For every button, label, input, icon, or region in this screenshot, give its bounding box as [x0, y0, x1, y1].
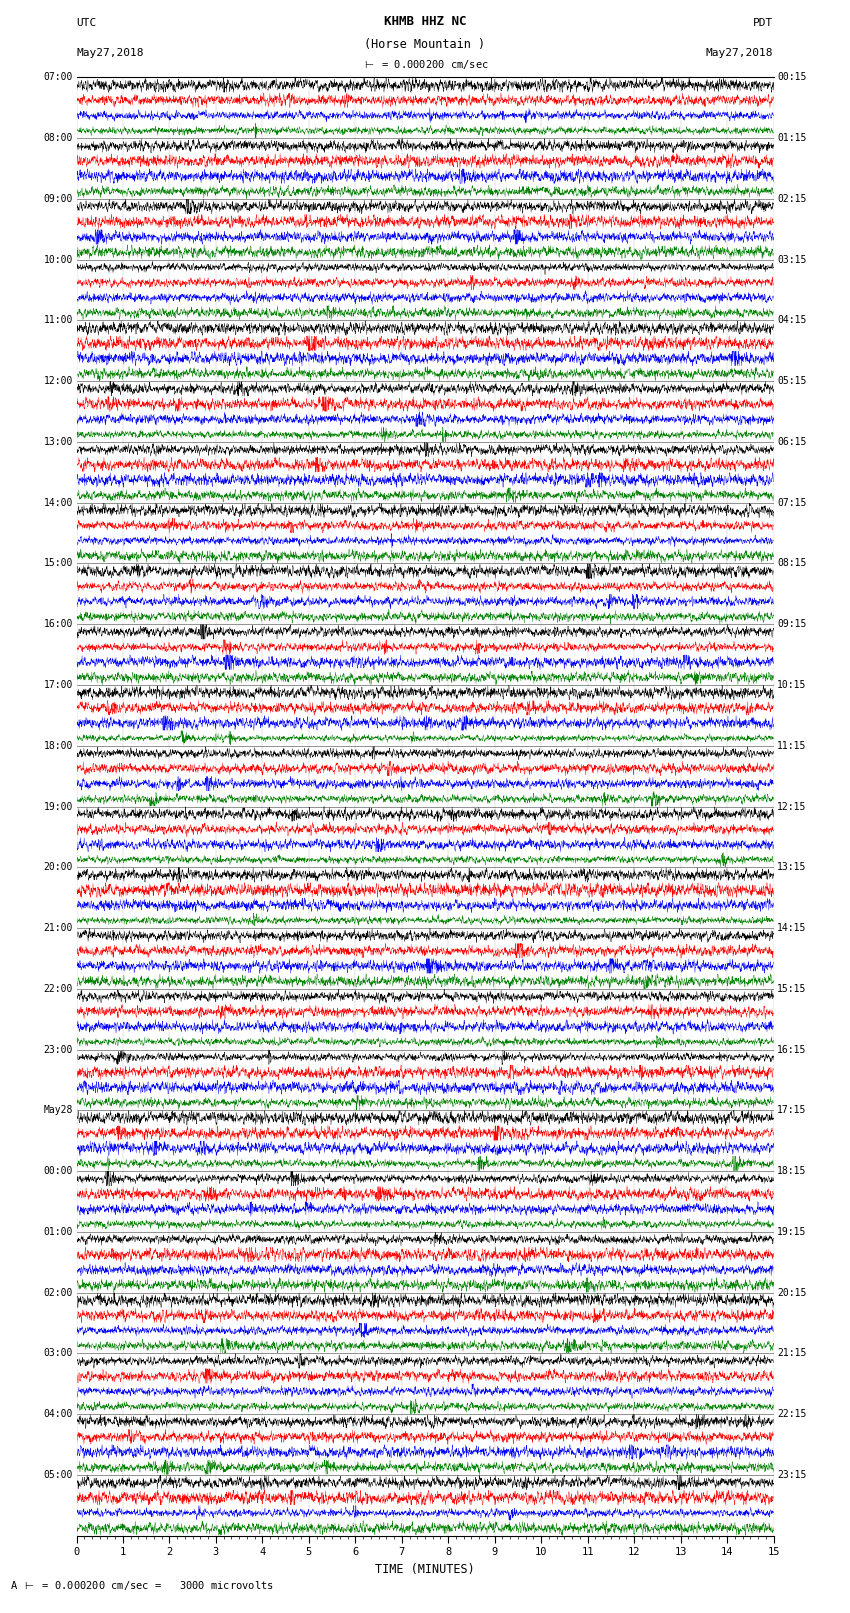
Text: 11:00: 11:00 [43, 316, 73, 326]
X-axis label: TIME (MINUTES): TIME (MINUTES) [375, 1563, 475, 1576]
Text: 16:15: 16:15 [777, 1045, 807, 1055]
Text: 00:00: 00:00 [43, 1166, 73, 1176]
Text: 08:15: 08:15 [777, 558, 807, 568]
Text: 05:00: 05:00 [43, 1469, 73, 1479]
Text: 02:15: 02:15 [777, 194, 807, 203]
Text: 07:15: 07:15 [777, 498, 807, 508]
Text: UTC: UTC [76, 18, 97, 27]
Text: 04:15: 04:15 [777, 316, 807, 326]
Text: 14:00: 14:00 [43, 498, 73, 508]
Text: 09:00: 09:00 [43, 194, 73, 203]
Text: 19:15: 19:15 [777, 1227, 807, 1237]
Text: 17:00: 17:00 [43, 681, 73, 690]
Text: 09:15: 09:15 [777, 619, 807, 629]
Text: 18:00: 18:00 [43, 740, 73, 750]
Text: 01:15: 01:15 [777, 134, 807, 144]
Text: 20:15: 20:15 [777, 1287, 807, 1297]
Text: 15:15: 15:15 [777, 984, 807, 994]
Text: $\vdash$ = 0.000200 cm/sec: $\vdash$ = 0.000200 cm/sec [362, 58, 488, 71]
Text: PDT: PDT [753, 18, 774, 27]
Text: 23:00: 23:00 [43, 1045, 73, 1055]
Text: 05:15: 05:15 [777, 376, 807, 386]
Text: 12:15: 12:15 [777, 802, 807, 811]
Text: 20:00: 20:00 [43, 863, 73, 873]
Text: 21:00: 21:00 [43, 923, 73, 932]
Text: 13:00: 13:00 [43, 437, 73, 447]
Text: 08:00: 08:00 [43, 134, 73, 144]
Text: 16:00: 16:00 [43, 619, 73, 629]
Text: 17:15: 17:15 [777, 1105, 807, 1115]
Text: 21:15: 21:15 [777, 1348, 807, 1358]
Text: May27,2018: May27,2018 [706, 48, 774, 58]
Text: 19:00: 19:00 [43, 802, 73, 811]
Text: May27,2018: May27,2018 [76, 48, 144, 58]
Text: 03:15: 03:15 [777, 255, 807, 265]
Text: 01:00: 01:00 [43, 1227, 73, 1237]
Text: KHMB HHZ NC: KHMB HHZ NC [383, 15, 467, 27]
Text: 13:15: 13:15 [777, 863, 807, 873]
Text: (Horse Mountain ): (Horse Mountain ) [365, 39, 485, 52]
Text: 11:15: 11:15 [777, 740, 807, 750]
Text: 07:00: 07:00 [43, 73, 73, 82]
Text: 14:15: 14:15 [777, 923, 807, 932]
Text: 15:00: 15:00 [43, 558, 73, 568]
Text: 22:00: 22:00 [43, 984, 73, 994]
Text: 12:00: 12:00 [43, 376, 73, 386]
Text: 22:15: 22:15 [777, 1410, 807, 1419]
Text: 02:00: 02:00 [43, 1287, 73, 1297]
Text: 10:15: 10:15 [777, 681, 807, 690]
Text: 10:00: 10:00 [43, 255, 73, 265]
Text: 04:00: 04:00 [43, 1410, 73, 1419]
Text: 23:15: 23:15 [777, 1469, 807, 1479]
Text: May28: May28 [43, 1105, 73, 1115]
Text: 03:00: 03:00 [43, 1348, 73, 1358]
Text: 18:15: 18:15 [777, 1166, 807, 1176]
Text: A $\vdash$ = 0.000200 cm/sec =   3000 microvolts: A $\vdash$ = 0.000200 cm/sec = 3000 micr… [10, 1579, 275, 1592]
Text: 06:15: 06:15 [777, 437, 807, 447]
Text: 00:15: 00:15 [777, 73, 807, 82]
